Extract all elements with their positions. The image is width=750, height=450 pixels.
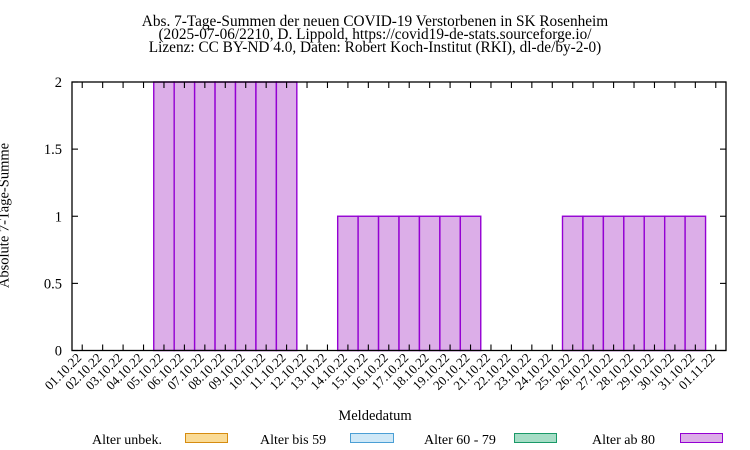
- svg-text:0.5: 0.5: [44, 276, 62, 292]
- svg-text:0: 0: [55, 344, 62, 360]
- svg-text:1.5: 1.5: [44, 142, 62, 158]
- svg-text:1: 1: [55, 209, 62, 225]
- svg-text:2: 2: [55, 75, 62, 91]
